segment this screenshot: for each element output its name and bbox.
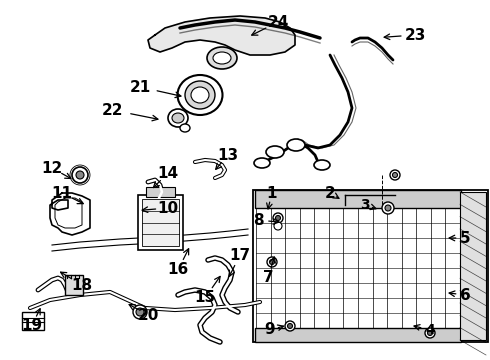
Circle shape (385, 205, 391, 211)
Ellipse shape (185, 81, 215, 109)
Circle shape (382, 202, 394, 214)
Ellipse shape (177, 75, 222, 115)
Text: 23: 23 (404, 27, 426, 42)
Circle shape (136, 308, 144, 316)
Circle shape (427, 330, 433, 336)
Circle shape (390, 170, 400, 180)
Ellipse shape (266, 146, 284, 158)
Text: 13: 13 (218, 148, 239, 162)
Text: 16: 16 (168, 262, 189, 278)
Ellipse shape (213, 52, 231, 64)
Ellipse shape (207, 47, 237, 69)
Circle shape (392, 172, 397, 177)
Circle shape (270, 260, 274, 265)
Ellipse shape (191, 87, 209, 103)
Text: 10: 10 (157, 201, 178, 216)
Circle shape (288, 324, 293, 328)
Text: 18: 18 (72, 278, 93, 292)
Text: 7: 7 (263, 270, 273, 285)
Text: 3: 3 (360, 198, 370, 212)
Text: 14: 14 (157, 166, 178, 180)
Ellipse shape (172, 113, 184, 123)
Circle shape (285, 321, 295, 331)
Polygon shape (50, 193, 90, 235)
Circle shape (425, 328, 435, 338)
Circle shape (273, 213, 283, 223)
Ellipse shape (254, 158, 270, 168)
Text: 4: 4 (425, 323, 435, 337)
Text: 15: 15 (195, 291, 216, 306)
Ellipse shape (180, 124, 190, 132)
Text: 24: 24 (268, 14, 289, 30)
Text: 8: 8 (253, 212, 263, 228)
Ellipse shape (314, 160, 330, 170)
Circle shape (267, 257, 277, 267)
Circle shape (275, 216, 280, 220)
Bar (255, 328, 461, 342)
Ellipse shape (168, 109, 188, 127)
Text: 11: 11 (51, 185, 73, 201)
Text: 19: 19 (22, 318, 43, 333)
Text: 9: 9 (265, 323, 275, 338)
Circle shape (133, 305, 147, 319)
Bar (146, 187, 175, 197)
Text: 6: 6 (460, 288, 470, 302)
Bar (142, 199, 179, 246)
Text: 17: 17 (229, 248, 250, 262)
Circle shape (72, 167, 88, 183)
Circle shape (274, 222, 282, 230)
Text: 1: 1 (267, 185, 277, 201)
Text: 21: 21 (129, 80, 150, 95)
Text: 12: 12 (41, 161, 63, 176)
Text: 20: 20 (137, 307, 159, 323)
Ellipse shape (287, 139, 305, 151)
Bar (22, 312, 44, 330)
Bar (255, 190, 461, 208)
Bar (65, 275, 83, 295)
Bar (460, 192, 486, 340)
Text: 5: 5 (460, 230, 470, 246)
Bar (138, 195, 183, 250)
Circle shape (76, 171, 84, 179)
Text: 2: 2 (324, 185, 335, 201)
Bar (253, 190, 488, 342)
Polygon shape (148, 16, 295, 55)
Text: 22: 22 (101, 103, 123, 117)
